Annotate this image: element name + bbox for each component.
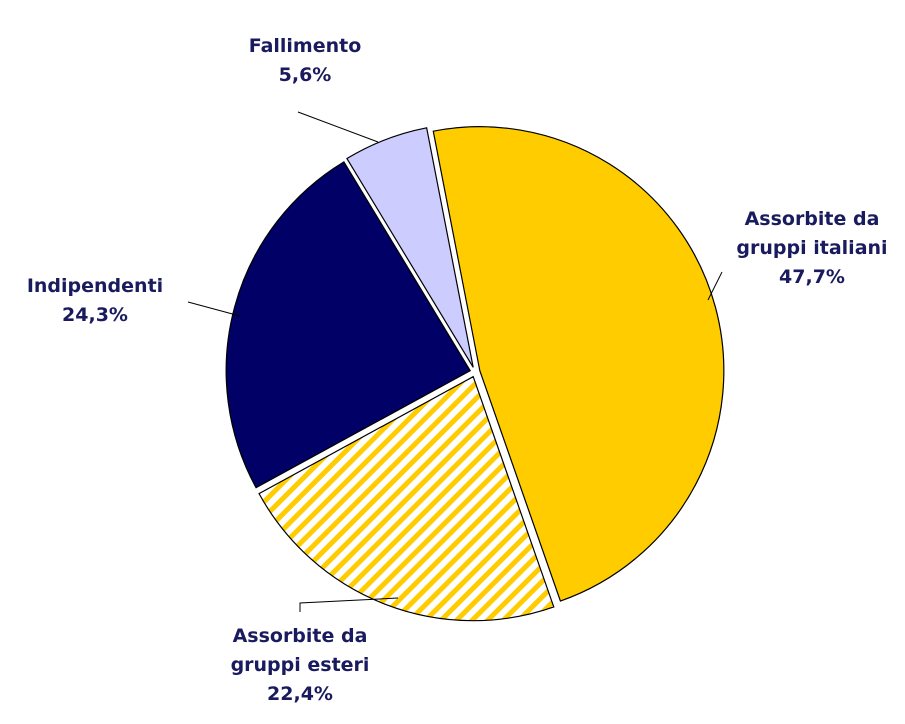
slice-value: 22,4% <box>267 683 333 705</box>
leader-line <box>299 597 399 612</box>
slice-label: Assorbite da gruppi esteri <box>230 625 370 676</box>
slice-value: 5,6% <box>278 64 332 86</box>
pie-slice <box>432 126 725 602</box>
leader-line <box>187 301 241 317</box>
slice-value: 47,7% <box>779 266 845 288</box>
pie-slice <box>346 127 474 368</box>
leader-line <box>297 111 379 143</box>
leader-line <box>707 271 723 301</box>
slice-label: Indipendenti <box>26 275 164 297</box>
slice-label: Fallimento <box>248 35 362 57</box>
pie-slice <box>225 161 472 489</box>
pie-slice <box>258 375 555 622</box>
slice-value: 24,3% <box>62 304 128 326</box>
slice-label: Assorbite da gruppi italiani <box>736 208 888 259</box>
